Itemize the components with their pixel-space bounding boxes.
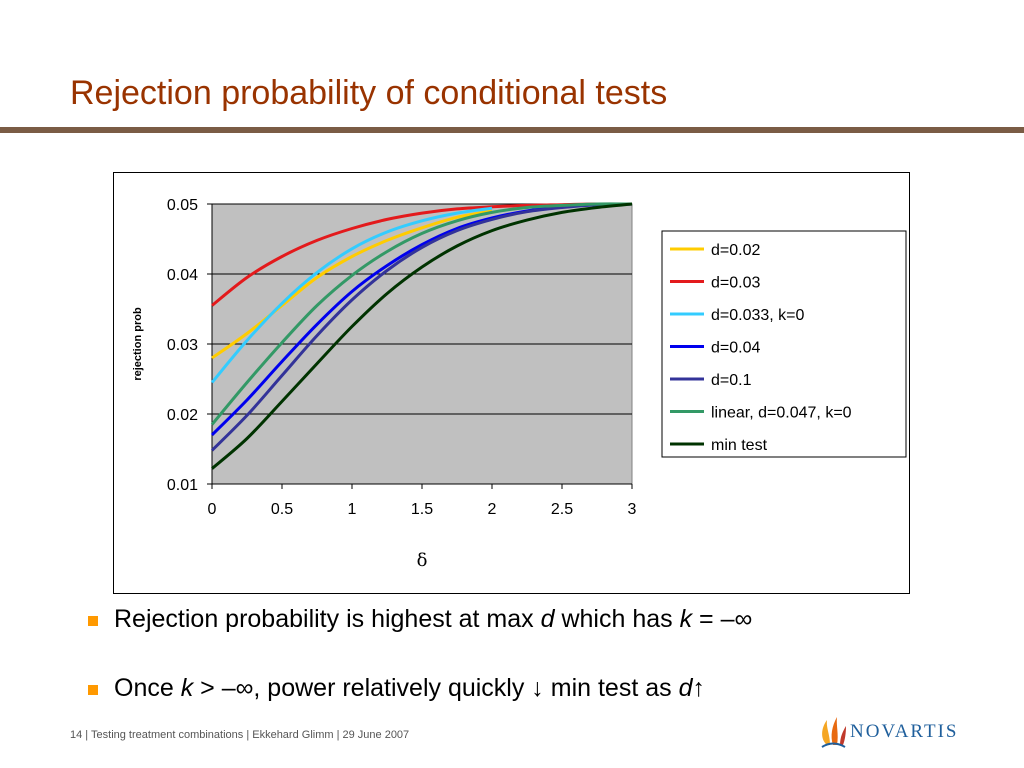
legend-label: d=0.1 — [711, 372, 752, 389]
x-tick-label: 1 — [348, 501, 357, 518]
legend: d=0.02 d=0.03 d=0.033, k=0 d=0.04 d=0.1 linea… — [661, 230, 907, 458]
novartis-logo: NOVARTIS — [818, 714, 958, 748]
legend-label: linear, d=0.047, k=0 — [711, 405, 852, 422]
series-line-4 — [210, 202, 633, 452]
legend-label: d=0.04 — [711, 340, 760, 357]
bullet-marker — [88, 685, 98, 695]
slide-title: Rejection probability of conditional tes… — [70, 74, 668, 112]
bullet-marker — [88, 616, 98, 626]
series-line-6 — [211, 202, 633, 470]
legend-box — [661, 230, 907, 458]
x-tick-label: 2 — [488, 501, 497, 518]
page-number: 14 — [70, 729, 83, 741]
y-axis-label: rejection prob — [132, 307, 144, 381]
y-tick-label: 0.01 — [167, 477, 198, 494]
x-tick-label: 2.5 — [551, 501, 573, 518]
series-line-5 — [210, 202, 633, 426]
series-line-2 — [210, 206, 493, 384]
x-tick-label: 0 — [208, 501, 217, 518]
series-line-0 — [211, 209, 493, 360]
y-tick-label: 0.03 — [167, 337, 198, 354]
y-tick-label: 0.04 — [167, 267, 198, 284]
legend-label: d=0.033, k=0 — [711, 307, 805, 324]
y-tick-label: 0.05 — [167, 197, 198, 214]
x-tick-label: 3 — [628, 501, 637, 518]
x-tick-label: 0.5 — [271, 501, 293, 518]
axes: 0.05 0.04 0.03 0.02 0.01 0 0.5 1 1.5 2 2.5 3 — [167, 197, 637, 518]
y-tick-label: 0.02 — [167, 407, 198, 424]
legend-label: d=0.02 — [711, 242, 760, 259]
chart-frame: 0.05 0.04 0.03 0.02 0.01 0 0.5 1 1.5 2 2.5 3 reject… — [113, 172, 910, 594]
x-tick-label: 1.5 — [411, 501, 433, 518]
footer-text: | Testing treatment combinations | Ekkeh… — [82, 729, 410, 741]
novartis-flame-icon — [821, 717, 846, 748]
legend-label: min test — [711, 437, 768, 454]
legend-label: d=0.03 — [711, 275, 760, 292]
x-axis-label: δ — [417, 550, 428, 571]
series-lines — [210, 202, 633, 470]
footer: 14 | Testing treatment combinations | Ek… — [70, 729, 409, 741]
bullet-text: Once k > –∞, power relatively quickly ↓ … — [114, 674, 705, 702]
rejection-probability-chart: 0.05 0.04 0.03 0.02 0.01 0 0.5 1 1.5 2 2.5 3 reject… — [132, 197, 907, 571]
bullet-text: Rejection probability is highest at max … — [114, 605, 753, 633]
title-divider — [0, 127, 1024, 133]
logo-wordmark: NOVARTIS — [850, 721, 959, 742]
